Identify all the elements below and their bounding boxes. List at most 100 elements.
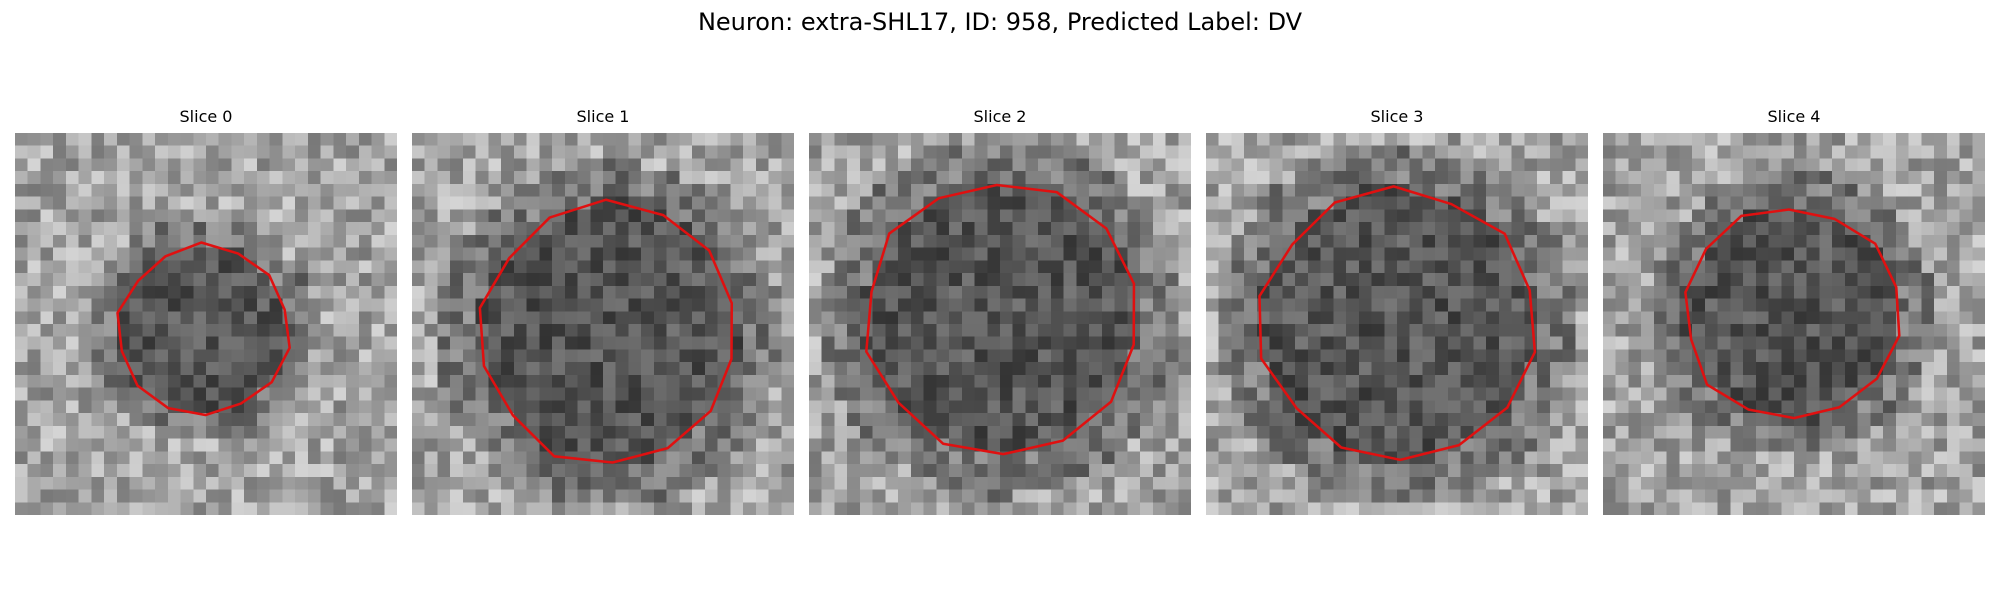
pixel xyxy=(1679,349,1693,363)
pixel xyxy=(282,298,296,312)
pixel xyxy=(1628,285,1642,299)
pixel xyxy=(1371,273,1385,287)
pixel xyxy=(1666,285,1680,299)
pixel xyxy=(180,183,194,197)
pixel xyxy=(193,476,207,490)
pixel xyxy=(244,273,258,287)
pixel xyxy=(53,324,67,337)
pixel xyxy=(1666,183,1680,197)
pixel xyxy=(1435,273,1449,287)
pixel xyxy=(898,374,912,388)
pixel xyxy=(65,324,79,337)
pixel xyxy=(603,145,616,159)
pixel xyxy=(1692,502,1706,515)
pixel xyxy=(885,171,899,185)
pixel xyxy=(1641,222,1655,236)
pixel xyxy=(847,285,861,299)
pixel xyxy=(424,489,438,503)
pixel xyxy=(539,133,553,146)
pixel xyxy=(1346,247,1360,261)
pixel xyxy=(320,425,334,439)
pixel xyxy=(1435,209,1449,223)
pixel xyxy=(974,502,988,515)
pixel xyxy=(180,247,194,261)
pixel xyxy=(142,183,156,197)
pixel xyxy=(1371,476,1385,490)
pixel xyxy=(590,336,604,350)
pixel xyxy=(1371,234,1385,248)
pixel xyxy=(590,413,604,427)
pixel xyxy=(577,400,591,414)
pixel xyxy=(717,476,731,490)
pixel xyxy=(1000,234,1013,248)
pixel xyxy=(1934,298,1948,312)
pixel xyxy=(859,133,873,146)
pixel xyxy=(1447,209,1461,223)
pixel xyxy=(949,349,963,363)
pixel xyxy=(1549,502,1563,515)
pixel xyxy=(371,387,385,401)
pixel xyxy=(1946,273,1960,287)
pixel xyxy=(1717,464,1731,478)
pixel xyxy=(692,285,706,299)
pixel xyxy=(717,451,731,465)
pixel xyxy=(1692,133,1706,146)
pixel xyxy=(809,362,822,376)
pixel xyxy=(282,273,296,287)
pixel xyxy=(910,451,924,465)
pixel xyxy=(1498,489,1512,503)
pixel xyxy=(371,311,385,325)
pixel xyxy=(295,298,309,312)
pixel xyxy=(1730,451,1744,465)
pixel xyxy=(1025,400,1039,414)
pixel xyxy=(552,362,566,376)
pixel xyxy=(755,451,769,465)
pixel xyxy=(1562,196,1576,210)
pixel xyxy=(961,273,975,287)
pixel xyxy=(1755,387,1769,401)
pixel xyxy=(412,324,425,337)
pixel xyxy=(1844,209,1858,223)
pixel xyxy=(1165,324,1179,337)
pixel xyxy=(142,489,156,503)
pixel xyxy=(1038,298,1052,312)
pixel xyxy=(1244,311,1258,325)
pixel xyxy=(1781,145,1795,159)
pixel xyxy=(1755,464,1769,478)
pixel xyxy=(872,336,886,350)
pixel xyxy=(1615,260,1629,274)
pixel xyxy=(781,285,794,299)
pixel xyxy=(104,464,118,478)
pixel xyxy=(1743,387,1757,401)
pixel xyxy=(1615,183,1629,197)
pixel xyxy=(358,183,372,197)
pixel xyxy=(307,502,321,515)
pixel xyxy=(40,133,54,146)
pixel xyxy=(1206,324,1219,337)
pixel xyxy=(781,502,794,515)
pixel xyxy=(1384,209,1398,223)
pixel xyxy=(1447,425,1461,439)
pixel xyxy=(1409,171,1423,185)
pixel xyxy=(1152,311,1166,325)
pixel xyxy=(1256,400,1270,414)
pixel xyxy=(384,260,397,274)
pixel xyxy=(821,425,835,439)
pixel xyxy=(949,260,963,274)
pixel xyxy=(1641,171,1655,185)
pixel xyxy=(628,336,642,350)
pixel xyxy=(358,413,372,427)
pixel xyxy=(1256,324,1270,337)
pixel xyxy=(116,489,130,503)
pixel xyxy=(1819,133,1833,146)
pixel xyxy=(704,374,718,388)
pixel xyxy=(936,273,950,287)
pixel xyxy=(847,502,861,515)
pixel xyxy=(155,234,169,248)
pixel xyxy=(1653,451,1667,465)
pixel xyxy=(1537,273,1551,287)
pixel xyxy=(743,158,757,172)
pixel xyxy=(1244,476,1258,490)
pixel xyxy=(1076,451,1090,465)
